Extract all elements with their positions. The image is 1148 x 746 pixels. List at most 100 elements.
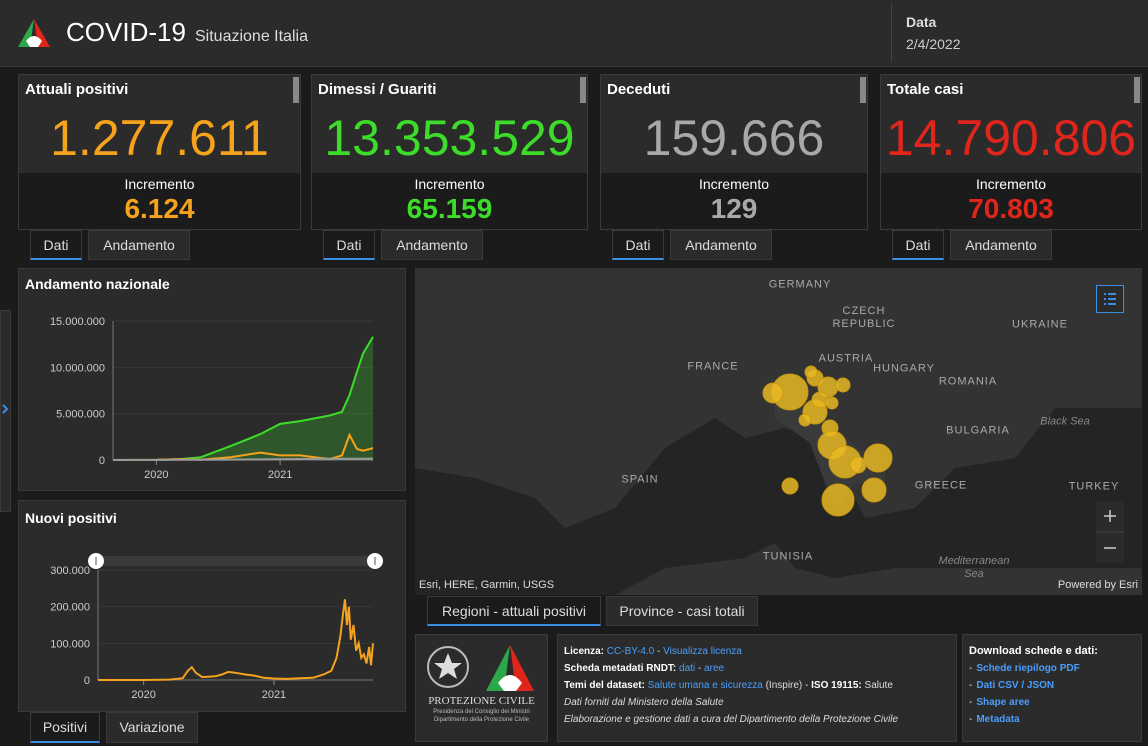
- map[interactable]: GERMANY CZECH REPUBLIC UKRAINE FRANCE AUSTRI…: [415, 268, 1142, 595]
- info-label: ISO 19115:: [811, 680, 865, 691]
- date-label: Data: [906, 14, 937, 30]
- download-link[interactable]: Shape aree: [976, 697, 1030, 708]
- map-label: TURKEY: [1068, 480, 1120, 493]
- chart: 0 100.000 200.000 300.000 2020 2021: [50, 553, 383, 701]
- bubble[interactable]: [762, 382, 784, 404]
- map-label: SPAIN: [621, 473, 659, 486]
- increment-label: Incremento: [975, 176, 1047, 192]
- scrollbar: [860, 77, 866, 103]
- card: Attuali positivi 1.277.611 Incremento 6.124: [18, 74, 301, 230]
- info-link[interactable]: CC-BY-4.0: [606, 646, 655, 657]
- card-tab[interactable]: Andamento: [88, 230, 190, 260]
- card-tab[interactable]: Dati: [323, 230, 375, 260]
- y-tick-label: 15.000.000: [50, 316, 105, 328]
- info-text: (Inspire) -: [762, 680, 812, 691]
- card-bottom: Incremento 129: [601, 173, 867, 229]
- zoom-icons[interactable]: [1096, 502, 1124, 562]
- bubble[interactable]: [863, 443, 893, 473]
- map-attribution: Esri, HERE, Garmin, USGS: [419, 579, 555, 591]
- info-line: Temi del dataset: Salute umana e sicurez…: [564, 677, 950, 694]
- chart-tab[interactable]: Positivi: [30, 712, 100, 743]
- map-label: GREECE: [914, 479, 968, 492]
- subtitle: Situazione Italia: [195, 28, 308, 45]
- chart-title: Nuovi positivi: [25, 510, 117, 526]
- info-link[interactable]: Salute umana e sicurezza: [647, 680, 763, 691]
- map-tab[interactable]: Province - casi totali: [606, 596, 758, 626]
- card-tab[interactable]: Andamento: [950, 230, 1052, 260]
- y-tick-label: 0: [84, 675, 90, 687]
- side-toggle[interactable]: [0, 310, 11, 512]
- bubble[interactable]: [781, 477, 799, 495]
- y-tick-label: 100.000: [50, 638, 90, 650]
- bubble[interactable]: [849, 456, 867, 474]
- chart-title: Andamento nazionale: [25, 276, 170, 292]
- x-tick-label: 2020: [144, 469, 168, 481]
- download-link[interactable]: Metadata: [976, 714, 1020, 725]
- area: [113, 336, 373, 460]
- download-link[interactable]: Schede riepilogo PDF: [976, 663, 1080, 674]
- card-title: Dimessi / Guariti: [318, 81, 437, 98]
- card-tab[interactable]: Andamento: [670, 230, 772, 260]
- map-label: ROMANIA: [938, 375, 998, 388]
- info-text: Salute: [864, 680, 893, 691]
- y-tick-label: 10.000.000: [50, 362, 105, 374]
- logo-name: PROTEZIONE CIVILE: [428, 695, 535, 707]
- bullet: -: [969, 680, 973, 691]
- y-tick-label: 300.000: [50, 565, 90, 577]
- logo-line: Presidenza del Consiglio dei Ministri: [433, 709, 530, 715]
- card-value: 14.790.806: [885, 110, 1137, 166]
- download-item: - Metadata: [969, 711, 1135, 728]
- card-title: Attuali positivi: [25, 81, 129, 98]
- bubble[interactable]: [798, 413, 812, 427]
- card-tab[interactable]: Andamento: [381, 230, 483, 260]
- side-arrow: [2, 404, 9, 414]
- bubble[interactable]: [821, 483, 855, 517]
- bubble[interactable]: [825, 396, 839, 410]
- zoom-control: [1096, 502, 1124, 562]
- card-value: 13.353.529: [324, 110, 575, 166]
- bullet: -: [969, 663, 973, 674]
- map-label: TUNISIA: [762, 550, 814, 563]
- download-link[interactable]: Dati CSV / JSON: [976, 680, 1055, 691]
- bubbles: [762, 365, 893, 517]
- card-tab[interactable]: Dati: [892, 230, 944, 260]
- card: Deceduti 159.666 Incremento 129: [600, 74, 868, 230]
- bubble[interactable]: [811, 391, 829, 409]
- info-line: Dati forniti dal Ministero della Salute: [564, 694, 950, 711]
- card-bottom: Incremento 70.803: [881, 173, 1141, 229]
- map-label: AUSTRIA: [818, 352, 874, 365]
- chart: 0 5.000.000 10.000.000 15.000.000 2020 2021: [50, 316, 374, 481]
- bubble[interactable]: [804, 365, 818, 379]
- scrollbar: [293, 77, 299, 103]
- bubble[interactable]: [835, 377, 851, 393]
- info-link[interactable]: Visualizza licenza: [663, 646, 742, 657]
- card-tab[interactable]: Dati: [30, 230, 82, 260]
- download-item: - Dati CSV / JSON: [969, 677, 1135, 694]
- map-powered: Powered by Esri: [1057, 579, 1138, 591]
- info-text: -: [654, 646, 664, 657]
- map-label: FRANCE: [687, 360, 739, 373]
- card-tab[interactable]: Dati: [612, 230, 664, 260]
- map-tab[interactable]: Regioni - attuali positivi: [427, 596, 601, 626]
- legend-button[interactable]: [1096, 285, 1124, 313]
- y-tick-label: 200.000: [50, 602, 90, 614]
- line: [113, 457, 374, 461]
- info-label: Scheda metadati RNDT:: [564, 663, 680, 674]
- header: COVID-19 Situazione Italia Data 2/4/2022: [0, 0, 1148, 67]
- x-tick-label: 2021: [262, 689, 286, 701]
- logo-line: Dipartimento della Protezione Civile: [433, 717, 530, 723]
- info-label: Temi del dataset:: [564, 680, 648, 691]
- map-label: Mediterranean Sea: [938, 555, 1010, 580]
- info-italic: Dati forniti dal Ministero della Salute: [564, 697, 724, 708]
- increment-value: 65.159: [406, 193, 493, 224]
- card-title: Deceduti: [607, 81, 671, 98]
- info-link[interactable]: aree: [704, 663, 725, 674]
- bubble[interactable]: [861, 477, 887, 503]
- logo-panel: PROTEZIONE CIVILE Presidenza del Consigl…: [415, 634, 548, 742]
- increment-value: 129: [710, 193, 758, 224]
- info-link[interactable]: dati: [679, 663, 696, 674]
- card-value: 1.277.611: [50, 110, 269, 166]
- info-line: Scheda metadati RNDT: dati - aree: [564, 660, 950, 677]
- chart-tab[interactable]: Variazione: [106, 712, 198, 743]
- map-label: BULGARIA: [946, 424, 1010, 437]
